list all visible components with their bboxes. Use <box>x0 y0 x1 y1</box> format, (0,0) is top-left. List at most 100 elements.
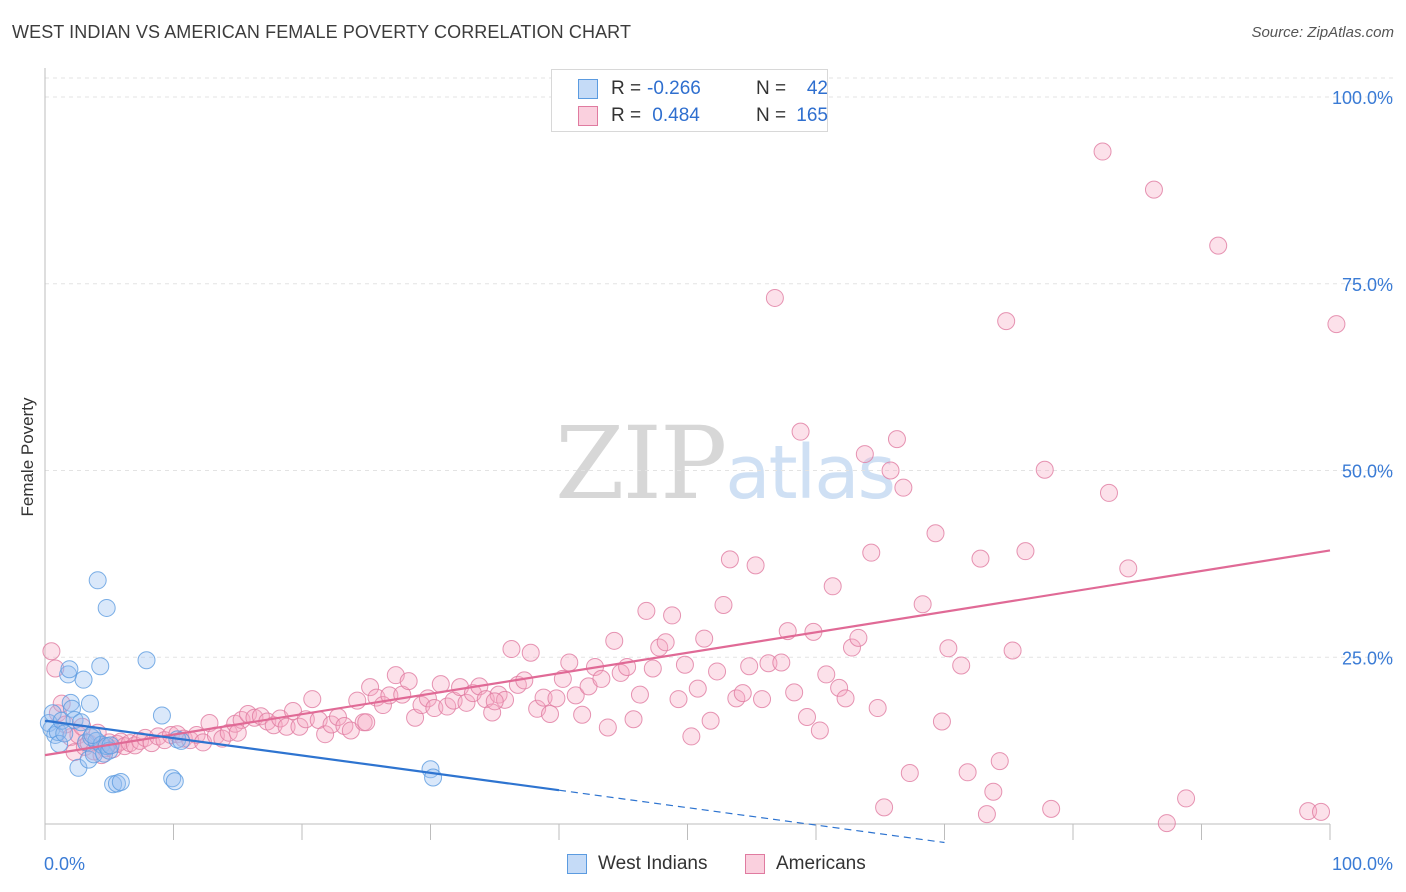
americans-point <box>1327 315 1346 334</box>
americans-point <box>720 550 739 569</box>
source-note: Source: ZipAtlas.com <box>1251 24 1394 41</box>
west-indians-point <box>97 598 116 617</box>
west-indians-point <box>80 694 99 713</box>
americans-point <box>630 685 649 704</box>
west-indians-point <box>152 706 171 725</box>
west-indians-legend-label: West Indians <box>598 853 708 874</box>
americans-point <box>791 422 810 441</box>
americans-point <box>701 711 720 730</box>
americans-point <box>643 659 662 678</box>
americans-point <box>740 657 759 676</box>
americans-point <box>592 669 611 688</box>
americans-point <box>772 653 791 672</box>
americans-point <box>868 699 887 718</box>
americans-point <box>264 716 283 735</box>
stats-legend: R = -0.266 N = 42 R = 0.484 N = 165 <box>551 69 828 132</box>
americans-point <box>688 679 707 698</box>
americans-point <box>1144 180 1163 199</box>
americans-point <box>1003 641 1022 660</box>
americans-point <box>817 665 836 684</box>
r-label: R = <box>611 105 642 126</box>
n-value: 165 <box>796 105 828 126</box>
americans-point <box>836 689 855 708</box>
americans-point <box>560 653 579 672</box>
americans-point <box>765 288 784 307</box>
west-indians-point <box>62 699 81 718</box>
americans-point <box>785 683 804 702</box>
americans-point <box>637 601 656 620</box>
americans-point <box>1157 814 1176 833</box>
americans-point <box>357 713 376 732</box>
americans-point <box>624 710 643 729</box>
americans-point <box>277 717 296 736</box>
n-label: N = <box>756 78 787 99</box>
americans-trend-line <box>44 549 1331 757</box>
americans-point <box>971 549 990 568</box>
americans-legend-label: Americans <box>776 853 866 874</box>
americans-point <box>932 712 951 731</box>
americans-point <box>573 705 592 724</box>
americans-point <box>926 524 945 543</box>
americans-point <box>887 430 906 449</box>
americans-point <box>341 721 360 740</box>
americans-point <box>875 798 894 817</box>
west-indians-point <box>84 745 103 764</box>
americans-point <box>984 782 1003 801</box>
west-indians-swatch <box>578 79 598 99</box>
americans-legend-swatch <box>745 854 765 874</box>
r-value: -0.266 <box>647 78 701 99</box>
americans-point <box>669 690 688 709</box>
americans-point <box>303 690 322 709</box>
americans-point <box>521 643 540 662</box>
americans-point <box>939 639 958 658</box>
americans-point <box>534 688 553 707</box>
americans-point <box>483 703 502 722</box>
americans-point <box>675 655 694 674</box>
americans-point <box>977 805 996 824</box>
americans-point <box>1093 142 1112 161</box>
americans-point <box>1312 802 1331 821</box>
west-indians-point <box>55 724 74 743</box>
americans-point <box>553 669 572 688</box>
west-indians-trend-extension <box>558 789 945 844</box>
americans-point <box>842 638 861 657</box>
americans-point <box>566 686 585 705</box>
americans-swatch <box>578 106 598 126</box>
americans-point <box>881 461 900 480</box>
americans-point <box>759 654 778 673</box>
americans-point <box>913 595 932 614</box>
americans-point <box>399 672 418 691</box>
americans-point <box>714 595 733 614</box>
americans-point <box>457 693 476 712</box>
americans-point <box>598 718 617 737</box>
americans-point <box>316 725 335 744</box>
americans-point <box>485 692 504 711</box>
americans-point <box>1209 236 1228 255</box>
west-indians-trend-line <box>44 719 560 792</box>
west-indians-point <box>91 657 110 676</box>
americans-point <box>541 705 560 724</box>
americans-point <box>798 708 817 727</box>
americans-point <box>663 606 682 625</box>
americans-point <box>695 629 714 648</box>
x-tick-label: 0.0% <box>44 854 85 874</box>
americans-point <box>753 690 772 709</box>
americans-point <box>1042 799 1061 818</box>
americans-point <box>502 640 521 659</box>
americans-point <box>990 752 1009 771</box>
r-value: 0.484 <box>647 105 700 126</box>
americans-point <box>425 699 444 718</box>
americans-point <box>894 478 913 497</box>
americans-point <box>228 723 247 742</box>
n-label: N = <box>756 105 787 126</box>
americans-point <box>855 445 874 464</box>
americans-point <box>997 312 1016 331</box>
west-indians-legend-swatch <box>567 854 587 874</box>
americans-point <box>810 721 829 740</box>
americans-point <box>708 662 727 681</box>
americans-point <box>823 577 842 596</box>
americans-point <box>1299 802 1318 821</box>
americans-point <box>1016 542 1035 561</box>
west-indians-point <box>79 750 98 769</box>
americans-point <box>1177 789 1196 808</box>
